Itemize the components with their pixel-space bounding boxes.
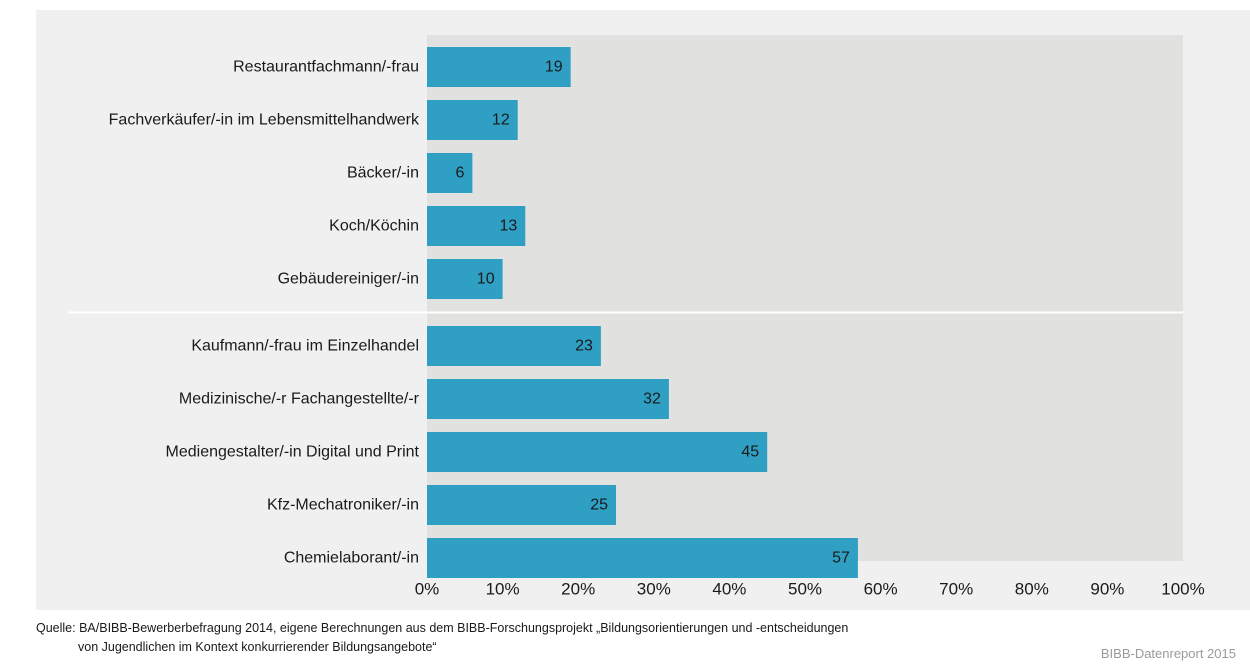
category-label: Gebäudereiniger/-in	[278, 271, 419, 288]
bar	[427, 485, 616, 525]
data-label: 10	[477, 271, 495, 288]
category-label: Bäcker/-in	[347, 165, 419, 182]
data-label: 13	[499, 218, 517, 235]
data-label: 45	[741, 444, 759, 461]
data-label: 23	[575, 338, 593, 355]
source-line-2: von Jugendlichen im Kontext konkurrieren…	[78, 640, 437, 654]
category-label: Kfz-Mechatroniker/-in	[267, 497, 419, 514]
category-label: Medizinische/-r Fachangestellte/-r	[179, 391, 420, 408]
x-tick-label: 50%	[788, 580, 822, 599]
category-label: Kaufmann/-frau im Einzelhandel	[191, 338, 419, 355]
source-line-1: Quelle: BA/BIBB-Bewerberbefragung 2014, …	[36, 621, 849, 635]
bar	[427, 153, 473, 193]
x-tick-label: 20%	[561, 580, 595, 599]
bar	[427, 47, 571, 87]
x-tick-label: 90%	[1090, 580, 1124, 599]
bar	[427, 206, 526, 246]
x-tick-label: 40%	[712, 580, 746, 599]
bar	[427, 379, 669, 419]
category-label: Fachverkäufer/-in im Lebensmittelhandwer…	[109, 112, 420, 129]
bar	[427, 432, 768, 472]
x-tick-label: 100%	[1161, 580, 1204, 599]
x-tick-label: 10%	[486, 580, 520, 599]
bar-chart: Restaurantfachmann/-frau 19 Fachverkäufer/…	[68, 35, 1205, 599]
data-label: 25	[590, 497, 608, 514]
category-label: Mediengestalter/-in Digital und Print	[166, 444, 420, 461]
bar	[427, 100, 518, 140]
chart-container: Restaurantfachmann/-frau 19 Fachverkäufer/…	[36, 10, 1250, 610]
category-label: Restaurantfachmann/-frau	[233, 59, 419, 76]
source-note: Quelle: BA/BIBB-Bewerberbefragung 2014, …	[36, 619, 1036, 657]
plot-area	[427, 35, 1183, 561]
data-label: 19	[545, 59, 563, 76]
bar	[427, 538, 858, 578]
bar	[427, 326, 601, 366]
category-label: Koch/Köchin	[329, 218, 419, 235]
x-tick-label: 60%	[864, 580, 898, 599]
category-label: Chemielaborant/-in	[284, 550, 419, 567]
data-label: 6	[455, 165, 464, 182]
x-tick-label: 70%	[939, 580, 973, 599]
data-label: 32	[643, 391, 661, 408]
x-tick-label: 30%	[637, 580, 671, 599]
x-tick-label: 80%	[1015, 580, 1049, 599]
x-tick-label: 0%	[415, 580, 440, 599]
report-credit: BIBB-Datenreport 2015	[1100, 646, 1236, 661]
data-label: 57	[832, 550, 850, 567]
bar	[427, 259, 503, 299]
data-label: 12	[492, 112, 510, 129]
